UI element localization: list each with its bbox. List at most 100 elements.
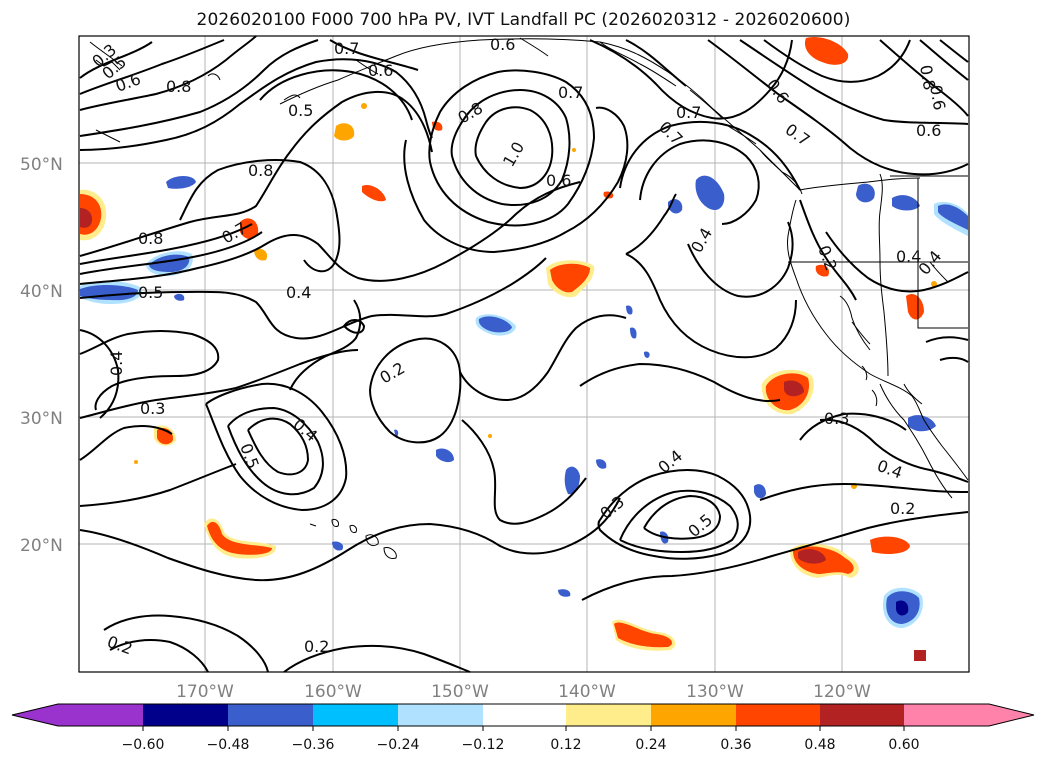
positive-patch bbox=[488, 434, 492, 438]
map-title: 2026020100 F000 700 hPa PV, IVT Landfall… bbox=[196, 10, 851, 30]
pv-contour bbox=[919, 39, 969, 81]
lat-label: 30°N bbox=[20, 409, 63, 429]
pv-contour bbox=[79, 425, 173, 461]
negative-patch bbox=[754, 484, 766, 499]
positive-patch bbox=[815, 264, 830, 277]
pv-contour bbox=[619, 489, 739, 554]
pv-contour bbox=[283, 645, 471, 673]
pv-contour bbox=[474, 106, 554, 190]
pv-contour bbox=[259, 69, 413, 121]
pv-contour bbox=[625, 253, 797, 359]
contour-label: 0.7 bbox=[334, 39, 359, 58]
pv-contour bbox=[369, 337, 462, 444]
map-frame bbox=[78, 35, 970, 673]
colorbar-extend-low bbox=[12, 704, 58, 726]
pv-contour bbox=[428, 69, 596, 227]
colorbar-tick: 0.24 bbox=[635, 737, 666, 753]
colorbar-tick: −0.48 bbox=[207, 737, 250, 753]
contour-label: 0.3 bbox=[824, 409, 849, 428]
colorbar-segment bbox=[483, 704, 569, 726]
pv-contour bbox=[109, 639, 209, 673]
positive-patch bbox=[134, 460, 138, 464]
colorbar-outline bbox=[11, 703, 1035, 727]
contour-label: 0.8 bbox=[916, 63, 939, 91]
colorbar-extend-high bbox=[989, 704, 1034, 726]
pv-contour bbox=[79, 223, 253, 265]
negative-patch bbox=[564, 466, 580, 495]
lat-label: 20°N bbox=[20, 536, 63, 556]
longitude-axis: 170°W 160°W 150°W 140°W 130°W 120°W bbox=[176, 682, 871, 702]
pv-contour bbox=[79, 58, 433, 151]
pv-contour bbox=[79, 329, 120, 419]
contour-label: 0.4 bbox=[286, 283, 311, 302]
negative-patch bbox=[892, 195, 920, 211]
pv-contour bbox=[179, 159, 341, 273]
contour-label: 0.8 bbox=[166, 77, 191, 96]
contour-label: 0.6 bbox=[916, 121, 941, 140]
gridlines bbox=[79, 36, 969, 672]
pv-contour bbox=[589, 39, 793, 120]
contour-label: 0.8 bbox=[138, 229, 163, 248]
pv-contour bbox=[450, 88, 571, 206]
pv-contour bbox=[79, 35, 257, 111]
lon-label: 140°W bbox=[558, 682, 616, 702]
pv-contour bbox=[825, 231, 969, 293]
pv-contour bbox=[707, 39, 969, 176]
negative-patch bbox=[896, 600, 909, 616]
positive-patch bbox=[798, 549, 826, 564]
negative-patch bbox=[856, 183, 875, 203]
pv-contour bbox=[79, 181, 581, 285]
pv-contour bbox=[939, 356, 969, 363]
colorbar-segment bbox=[313, 704, 399, 726]
colorbar-segment bbox=[566, 704, 652, 726]
positive-patch bbox=[572, 148, 576, 152]
contour-label: 0.3 bbox=[140, 399, 165, 418]
negative-patch bbox=[174, 293, 185, 301]
positive-patch bbox=[870, 536, 910, 554]
contour-label: 0.5 bbox=[288, 101, 313, 120]
lon-label: 170°W bbox=[176, 682, 234, 702]
pv-contour bbox=[79, 463, 237, 507]
pv-contour bbox=[579, 362, 781, 402]
pv-contour bbox=[739, 39, 969, 125]
pv-contour bbox=[103, 614, 269, 673]
negative-patch bbox=[596, 459, 607, 469]
colorbar-tick: 0.48 bbox=[804, 737, 835, 753]
latitude-axis: 50°N 40°N 30°N 20°N bbox=[20, 155, 63, 556]
islands bbox=[309, 519, 397, 559]
pv-contour bbox=[79, 39, 225, 95]
positive-patch bbox=[931, 281, 937, 287]
positive-patch bbox=[784, 380, 804, 397]
pv-contour bbox=[403, 106, 629, 254]
pv-contour bbox=[879, 39, 969, 117]
colorbar-tick: 0.12 bbox=[550, 737, 581, 753]
pv-contours bbox=[79, 35, 969, 673]
lon-label: 120°W bbox=[813, 682, 871, 702]
pv-contour bbox=[687, 221, 794, 298]
lon-label: 150°W bbox=[431, 682, 489, 702]
filled-anomaly-patches bbox=[80, 36, 968, 661]
negative-patch bbox=[436, 448, 454, 463]
pv-contour bbox=[79, 39, 319, 137]
pv-contour bbox=[461, 419, 587, 525]
contour-label: 0.4 bbox=[107, 351, 126, 376]
pv-contour bbox=[79, 497, 621, 582]
positive-patch bbox=[914, 650, 926, 661]
positive-patch bbox=[207, 521, 272, 555]
negative-patch bbox=[478, 316, 512, 333]
pv-contour bbox=[329, 39, 419, 71]
pv-contour bbox=[939, 39, 969, 63]
colorbar-segment bbox=[58, 704, 144, 726]
negative-patch bbox=[938, 204, 968, 230]
contour-label: 0.5 bbox=[138, 283, 163, 302]
pv-contour bbox=[205, 382, 348, 512]
pv-contour bbox=[763, 39, 911, 83]
pv-contour bbox=[79, 257, 547, 340]
contour-label: 0.6 bbox=[490, 35, 515, 54]
pv-contour bbox=[247, 417, 310, 476]
colorbar-segment bbox=[820, 704, 906, 726]
pv-contour bbox=[227, 406, 324, 496]
lat-label: 40°N bbox=[20, 282, 63, 302]
contour-label: 0.6 bbox=[926, 83, 949, 111]
